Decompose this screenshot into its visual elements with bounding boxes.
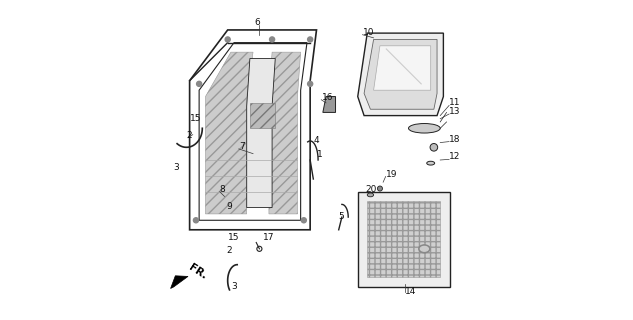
Text: 8: 8 (220, 185, 225, 194)
Ellipse shape (419, 245, 430, 253)
Circle shape (301, 218, 306, 223)
Ellipse shape (367, 193, 373, 197)
Text: 14: 14 (405, 287, 417, 296)
Circle shape (194, 218, 199, 223)
Polygon shape (247, 59, 275, 208)
Text: 16: 16 (322, 93, 334, 102)
Text: 17: 17 (263, 233, 274, 242)
Text: 12: 12 (449, 152, 460, 161)
Text: 2: 2 (226, 246, 232, 255)
Circle shape (270, 37, 275, 42)
Text: 1: 1 (316, 150, 322, 159)
Text: 4: 4 (313, 136, 319, 145)
Text: 5: 5 (339, 212, 344, 221)
Text: 3: 3 (173, 163, 179, 172)
Polygon shape (364, 39, 437, 109)
Text: 11: 11 (449, 99, 461, 108)
Polygon shape (206, 52, 253, 214)
Circle shape (225, 37, 230, 42)
Circle shape (308, 37, 313, 42)
Text: 9: 9 (226, 202, 232, 211)
Ellipse shape (408, 124, 440, 133)
Text: 2: 2 (187, 131, 192, 140)
Text: 19: 19 (385, 171, 397, 180)
Text: 10: 10 (363, 28, 374, 37)
Circle shape (377, 186, 382, 191)
Circle shape (308, 81, 313, 86)
Polygon shape (367, 201, 440, 277)
Text: 13: 13 (449, 107, 461, 116)
Text: 18: 18 (449, 135, 461, 144)
Polygon shape (358, 192, 449, 287)
Polygon shape (269, 52, 301, 214)
Polygon shape (250, 103, 275, 128)
Text: 6: 6 (254, 18, 260, 27)
Text: 3: 3 (232, 283, 237, 292)
Text: 15: 15 (228, 233, 239, 242)
Text: 15: 15 (190, 114, 201, 123)
Text: 7: 7 (239, 142, 244, 151)
Ellipse shape (420, 246, 429, 251)
Circle shape (430, 143, 437, 151)
Circle shape (197, 81, 202, 86)
Polygon shape (170, 276, 188, 288)
Ellipse shape (427, 161, 435, 165)
Text: 20: 20 (366, 185, 377, 194)
Polygon shape (323, 97, 335, 112)
Polygon shape (358, 33, 443, 116)
Text: FR.: FR. (187, 262, 208, 281)
Polygon shape (373, 46, 430, 90)
